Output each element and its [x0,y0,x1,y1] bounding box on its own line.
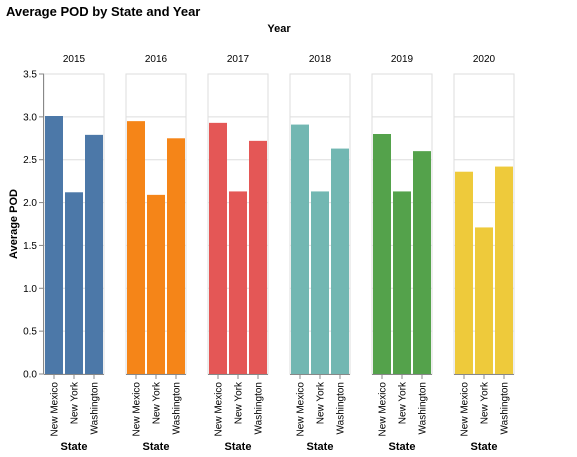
x-tick-label: Washington [500,382,511,434]
x-tick-label: Washington [172,382,183,434]
x-axis-title: State [143,441,170,453]
facet-year-label: 2020 [473,54,496,65]
x-axis-title: State [389,441,416,453]
bar-2016-new-york [147,195,165,374]
x-tick-label: New York [316,381,327,424]
x-tick-label: New York [152,381,163,424]
x-tick-label: New Mexico [132,382,143,437]
x-tick-label: Washington [90,382,101,434]
column-facet-title: Year [267,23,291,35]
x-tick-label: New Mexico [50,382,61,437]
chart-title: Average POD by State and Year [6,4,200,19]
x-axis-title: State [61,441,88,453]
bar-2016-new-mexico [127,121,145,374]
x-tick-label: Washington [254,382,265,434]
bar-2015-new-york [65,192,83,374]
bar-2020-new-york [475,227,493,374]
facet-year-label: 2019 [391,54,414,65]
x-axis-title: State [307,441,334,453]
x-tick-label: New Mexico [296,382,307,437]
y-tick-label: 3.5 [23,70,37,81]
bar-2019-washington [413,151,431,374]
y-axis: 0.0 0.5 1.0 1.5 2.0 2.5 3.0 3.5 [23,70,44,381]
bar-2019-new-york [393,191,411,374]
x-tick-label: New York [234,381,245,424]
x-tick-label: Washington [336,382,347,434]
x-tick-label: New Mexico [214,382,225,437]
bar-2018-washington [331,149,349,374]
x-tick-label: New Mexico [378,382,389,437]
x-tick-label: New York [70,381,81,424]
facet-year-label: 2017 [227,54,250,65]
bar-2018-new-york [311,191,329,374]
bar-2015-washington [85,135,103,374]
y-axis-title: Average POD [8,189,20,259]
y-tick-label: 1.0 [23,284,37,295]
facet-year-label: 2015 [63,54,86,65]
y-tick-label: 0.0 [23,370,37,381]
y-tick-label: 2.0 [23,198,37,209]
bar-2017-washington [249,141,267,374]
x-tick-label: New York [480,381,491,424]
y-tick-label: 1.5 [23,241,37,252]
bar-2018-new-mexico [291,125,309,374]
x-axis-title: State [225,441,252,453]
bar-2016-washington [167,138,185,374]
bar-2017-new-mexico [209,123,227,374]
bar-2015-new-mexico [45,116,63,374]
x-tick-label: New York [398,381,409,424]
y-tick-label: 0.5 [23,327,37,338]
facet-year-label: 2016 [145,54,168,65]
bar-2017-new-york [229,191,247,374]
x-tick-label: Washington [418,382,429,434]
x-tick-label: New Mexico [460,382,471,437]
facet-year-label: 2018 [309,54,332,65]
y-tick-label: 2.5 [23,155,37,166]
y-tick-label: 3.0 [23,112,37,123]
bar-2019-new-mexico [373,134,391,374]
bar-2020-washington [495,167,513,374]
bar-2020-new-mexico [455,172,473,374]
x-axis-title: State [471,441,498,453]
